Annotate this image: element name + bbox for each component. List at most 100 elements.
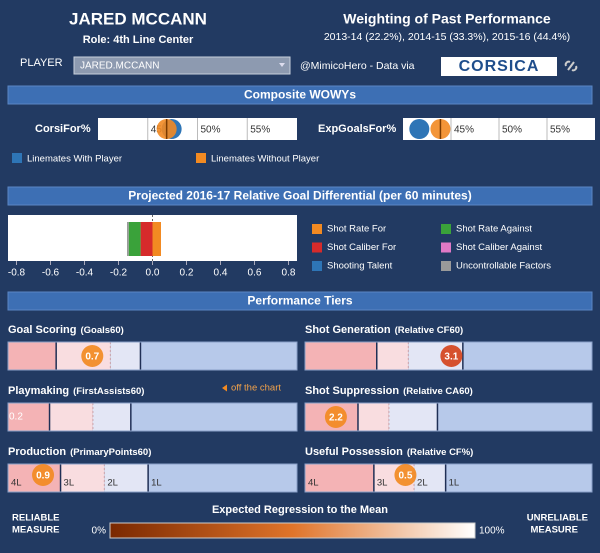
x-tick-label: 0.8	[282, 268, 296, 279]
tier-name: Goal Scoring	[8, 324, 76, 336]
x-tick-label: 0.2	[180, 268, 194, 279]
tier-metric: (PrimaryPoints60)	[70, 447, 151, 458]
tier-dot	[32, 464, 55, 486]
section-bar	[7, 186, 593, 206]
tier-label: 1L	[449, 478, 460, 489]
legend-label: Shot Caliber For	[327, 242, 396, 253]
tier-frame	[304, 341, 593, 371]
section-title: Projected 2016-17 Relative Goal Differen…	[128, 189, 471, 203]
legend-label: Shot Rate Against	[456, 224, 532, 235]
regression-scale	[109, 522, 476, 539]
tier-title: Shot Generation (Relative CF60)	[305, 324, 463, 336]
x-tick-label: 0.6	[248, 268, 262, 279]
x-tick-label: 50%	[502, 125, 522, 136]
x-tick-label: -0.8	[8, 268, 26, 279]
tier-title: Playmaking (FirstAssists60)	[8, 385, 144, 397]
x-tick-label: -0.4	[76, 268, 94, 279]
x-tick-label: -0.6	[42, 268, 60, 279]
tier-metric: (Relative CF%)	[407, 447, 474, 458]
tier-metric: (Goals60)	[80, 325, 123, 336]
tier-segment	[60, 464, 105, 492]
player-label: PLAYER	[20, 57, 63, 69]
tier-segment	[130, 403, 297, 431]
off-chart-note: off the chart	[231, 383, 281, 394]
link-icon[interactable]	[564, 60, 578, 72]
tier-frame	[7, 402, 298, 432]
x-tick-label: 0.0	[146, 268, 160, 279]
tier-segment	[388, 403, 438, 431]
tier-metric: (FirstAssists60)	[73, 386, 144, 397]
scale-max: 100%	[479, 526, 505, 537]
legend-label: Linemates Without Player	[211, 154, 319, 165]
tier-segment	[49, 403, 93, 431]
tier-segment	[104, 464, 149, 492]
legend-swatch	[312, 224, 322, 234]
tier-title: Useful Possession (Relative CF%)	[305, 446, 473, 458]
tier-name: Shot Generation	[305, 324, 391, 336]
tier-value: 2.2	[329, 413, 343, 424]
tier-segment	[8, 403, 50, 431]
footer-title: Expected Regression to the Mean	[212, 504, 388, 516]
tier-frame	[7, 463, 298, 493]
legend-swatch	[196, 153, 206, 163]
legend-swatch	[312, 242, 322, 253]
player-dropdown[interactable]	[73, 56, 291, 75]
stack-segment	[128, 222, 141, 256]
tier-name: Production	[8, 446, 66, 458]
weighting-title: Weighting of Past Performance	[343, 11, 551, 27]
tier-metric: (Relative CA60)	[403, 386, 473, 397]
x-tick-label: -0.2	[110, 268, 128, 279]
wowy-label: ExpGoalsFor%	[318, 123, 396, 135]
tier-segment	[8, 342, 57, 370]
stack-segment	[152, 222, 161, 256]
tier-label: 1L	[151, 478, 162, 489]
tier-label: 4L	[308, 478, 319, 489]
tier-name: Playmaking	[8, 385, 69, 397]
section-bar	[7, 85, 593, 105]
tier-dot	[440, 345, 463, 367]
legend-swatch	[441, 261, 451, 271]
tier-value: 0.7	[85, 352, 99, 363]
tier-value: 3.1	[444, 352, 458, 363]
tier-value: 0.9	[36, 471, 50, 482]
tier-dot	[324, 406, 347, 428]
section-title: Composite WOWYs	[244, 88, 356, 102]
legend-label: Shot Rate For	[327, 224, 386, 235]
tier-dot	[394, 464, 417, 486]
footer-left: RELIABLE	[12, 513, 60, 524]
x-tick-label: 0.4	[214, 268, 228, 279]
stack-segment	[127, 222, 129, 256]
tier-value: 0.5	[398, 471, 412, 482]
tier-frame	[304, 463, 593, 493]
with-dot	[409, 119, 430, 139]
legend-label: Uncontrollable Factors	[456, 261, 551, 272]
x-tick-label: 55%	[550, 125, 570, 136]
logo: CORSICA	[459, 58, 540, 75]
tier-segment	[462, 342, 592, 370]
legend-label: Shot Caliber Against	[456, 242, 542, 253]
player-value: JARED.MCCANN	[80, 61, 159, 72]
tier-title: Production (PrimaryPoints60)	[8, 446, 151, 458]
tier-segment	[305, 464, 374, 492]
tier-label: 2L	[417, 478, 428, 489]
tier-label: 3L	[377, 478, 388, 489]
logo-box[interactable]	[441, 57, 557, 76]
tier-label: 3L	[64, 478, 75, 489]
x-tick-label: 55%	[250, 125, 270, 136]
weighting-text: 2013-14 (22.2%), 2014-15 (33.3%), 2015-1…	[324, 31, 570, 43]
legend-swatch	[441, 242, 451, 253]
section-bar	[7, 291, 593, 311]
stack-segment	[140, 222, 153, 256]
legend-label: Shooting Talent	[327, 261, 393, 272]
off-chart-arrow	[222, 384, 227, 392]
tier-segment	[110, 342, 141, 370]
legend-swatch	[441, 224, 451, 234]
tier-frame	[304, 402, 593, 432]
tier-segment	[357, 403, 389, 431]
tier-label: 2L	[107, 478, 118, 489]
footer-left: MEASURE	[12, 525, 60, 536]
tier-dot	[81, 345, 104, 367]
section-title: Performance Tiers	[247, 294, 352, 308]
